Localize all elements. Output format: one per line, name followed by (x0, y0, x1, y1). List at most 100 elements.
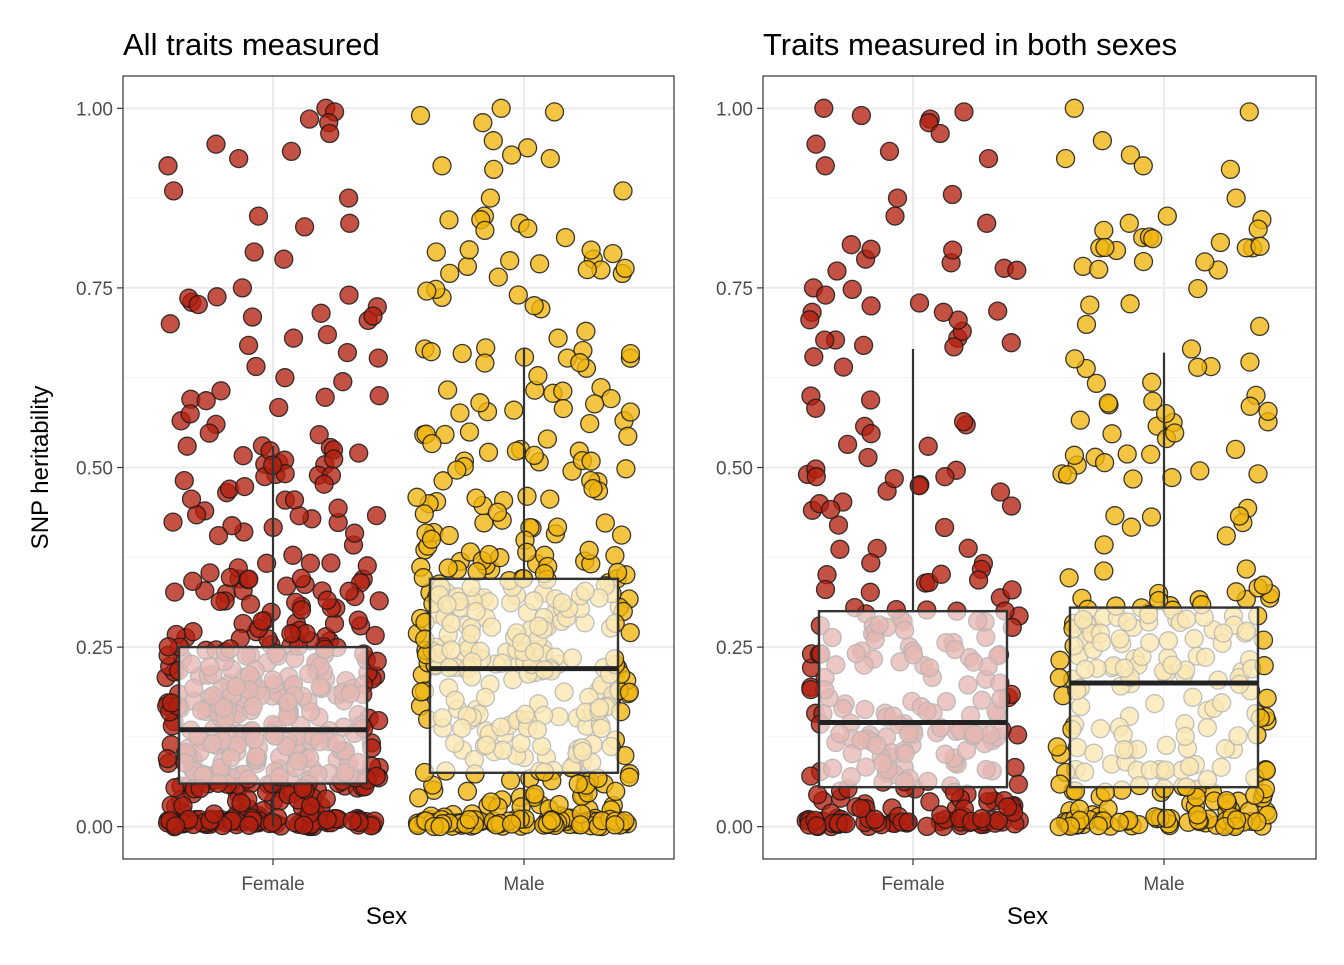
data-point (275, 368, 295, 388)
data-point (206, 134, 226, 154)
data-point (501, 145, 522, 165)
data-point (953, 412, 974, 432)
data-point (807, 816, 827, 836)
data-point (333, 372, 353, 392)
data-point (1094, 220, 1114, 241)
data-point (1001, 496, 1022, 516)
data-point (321, 553, 341, 573)
data-point (525, 784, 545, 804)
data-point (274, 249, 294, 269)
box-female (817, 609, 1009, 789)
data-point (344, 523, 365, 543)
data-point (581, 240, 601, 260)
data-point (988, 301, 1008, 321)
data-point (281, 624, 301, 644)
data-point (930, 123, 950, 144)
data-point (619, 682, 640, 702)
data-point (1095, 237, 1115, 258)
data-point (1245, 785, 1265, 806)
data-point (174, 470, 194, 491)
data-point (851, 798, 871, 819)
data-point (315, 387, 335, 407)
data-point (806, 398, 826, 418)
data-point (1080, 295, 1100, 315)
data-point (858, 447, 878, 468)
data-point (1059, 568, 1079, 588)
data-point (576, 321, 596, 341)
data-point (457, 256, 478, 277)
data-point (1258, 401, 1278, 421)
data-point (314, 474, 334, 494)
data-point (430, 816, 450, 837)
data-point (553, 398, 573, 419)
data-point (814, 98, 834, 118)
data-point (884, 468, 904, 489)
data-point (555, 227, 576, 248)
data-point (339, 285, 359, 305)
data-point (968, 570, 989, 590)
data-point (501, 814, 522, 834)
data-point (1133, 251, 1154, 272)
data-point (1049, 816, 1069, 837)
data-point (459, 240, 479, 260)
data-point (196, 391, 216, 411)
data-point (229, 148, 249, 169)
data-point (365, 625, 385, 646)
data-point (815, 330, 835, 350)
data-point (340, 213, 360, 233)
data-point (291, 600, 312, 620)
x-tick-label: Male (1143, 874, 1184, 895)
data-point (580, 413, 600, 434)
data-point (433, 471, 453, 491)
data-point (544, 102, 565, 122)
data-point (207, 287, 227, 307)
data-point (842, 279, 862, 300)
data-point (411, 682, 431, 702)
data-point (165, 582, 185, 602)
data-point (540, 489, 560, 509)
data-point (311, 303, 331, 323)
data-point (1253, 575, 1273, 595)
data-point (808, 785, 828, 805)
panel-both-sexes: Traits measured in both sexes 0.00 0.25 0.5… (716, 27, 1317, 930)
data-point (239, 569, 259, 589)
y-tick-label: 0.50 (76, 459, 113, 480)
y-tick-label: 0.00 (716, 818, 753, 839)
data-point (1086, 373, 1107, 394)
data-point (439, 525, 459, 546)
data-point (1007, 260, 1027, 280)
data-point (1142, 372, 1162, 392)
y-tick-label: 0.25 (716, 638, 753, 659)
data-point (1229, 506, 1250, 526)
data-point (801, 679, 821, 700)
data-point (487, 502, 508, 522)
data-point (934, 517, 955, 538)
data-point (300, 553, 321, 573)
data-point (1181, 339, 1202, 359)
data-point (348, 610, 368, 630)
data-point (861, 553, 881, 573)
panel-title: Traits measured in both sexes (763, 27, 1177, 62)
data-point (943, 240, 963, 260)
data-point (1094, 535, 1114, 555)
data-point (909, 293, 930, 313)
data-point (407, 487, 427, 507)
data-point (931, 805, 951, 825)
data-point (1195, 252, 1215, 272)
data-point (1157, 206, 1177, 226)
data-point (439, 210, 459, 230)
data-point (1050, 650, 1070, 670)
data-point (284, 490, 305, 510)
data-point (338, 188, 359, 208)
data-point (581, 451, 601, 471)
data-point (917, 816, 937, 837)
data-point (240, 594, 261, 614)
data-point (256, 553, 277, 573)
data-point (616, 459, 636, 479)
data-point (366, 505, 387, 526)
data-point (1065, 349, 1085, 369)
data-point (199, 423, 219, 443)
data-point (157, 749, 178, 769)
